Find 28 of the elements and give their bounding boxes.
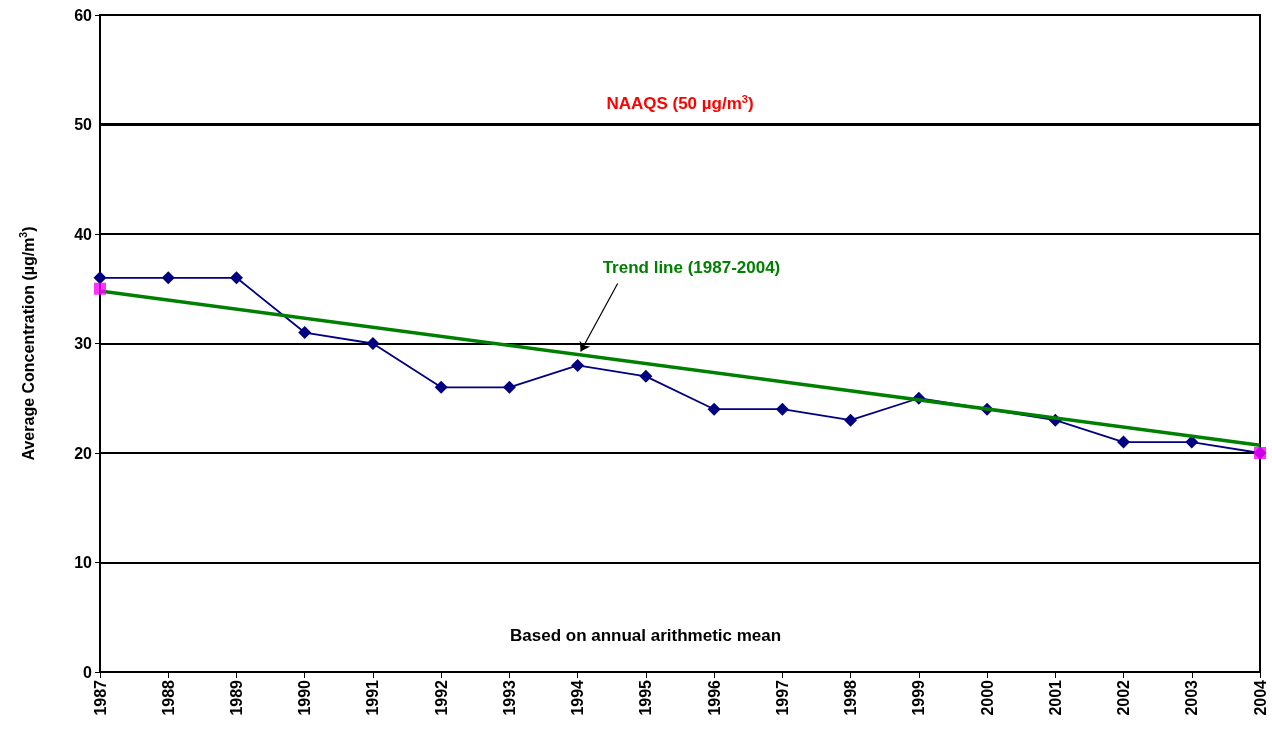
x-tick-label: 1990 [296, 679, 314, 716]
y-tick-label: 0 [83, 663, 93, 681]
y-tick-label: 30 [74, 335, 93, 352]
x-tick-label: 1992 [432, 679, 450, 716]
annotation: Based on annual arithmetic mean [510, 626, 782, 645]
x-tick-label: 1987 [91, 679, 109, 716]
x-tick-label: 1999 [910, 679, 928, 716]
x-tick-label: 2001 [1046, 679, 1064, 716]
x-tick-label: 1988 [159, 679, 177, 716]
x-tick-label: 2003 [1183, 679, 1201, 716]
x-tick-label: 1998 [842, 679, 860, 716]
y-tick-label: 20 [74, 444, 93, 462]
y-tick-label: 10 [74, 554, 93, 571]
x-tick-label: 2004 [1251, 679, 1269, 716]
x-tick-label: 1994 [569, 679, 587, 716]
y-tick-label: 50 [74, 116, 93, 133]
x-tick-label: 1993 [500, 679, 518, 716]
y-axis-title: Average Concentration (µg/m3) [17, 226, 37, 461]
y-tick-label: 40 [74, 225, 93, 243]
x-tick-label: 1997 [773, 679, 791, 716]
x-tick-label: 1989 [227, 679, 245, 716]
annotation: Trend line (1987-2004) [602, 258, 781, 278]
x-tick-label: 1991 [364, 679, 382, 716]
x-tick-label: 2002 [1115, 679, 1133, 716]
x-tick-label: 1995 [637, 679, 655, 716]
y-tick-label: 60 [74, 6, 93, 24]
x-tick-label: 1996 [705, 679, 723, 716]
x-tick-label: 2000 [978, 679, 996, 716]
